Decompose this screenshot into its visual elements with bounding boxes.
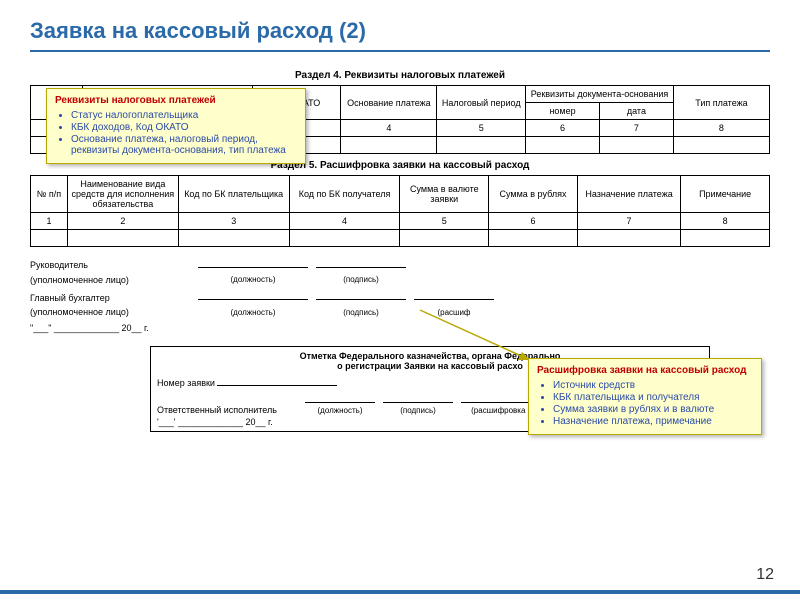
cap-pos2: (должность) bbox=[231, 308, 276, 317]
cap-sign2: (подпись) bbox=[343, 308, 379, 317]
cell: 1 bbox=[31, 213, 68, 230]
cap-pos: (должность) bbox=[231, 275, 276, 284]
section4-title: Раздел 4. Реквизиты налоговых платежей bbox=[30, 70, 770, 81]
callout-decoding: Расшифровка заявки на кассовый расход Ис… bbox=[528, 358, 762, 435]
th: Сумма в рублях bbox=[489, 176, 578, 213]
callout1-item: Статус налогоплательщика bbox=[71, 110, 297, 121]
sig-role1a: Руководитель bbox=[30, 260, 88, 270]
footer-bar bbox=[0, 590, 800, 594]
sig-role2b: (уполномоченное лицо) bbox=[30, 307, 129, 317]
cell: 8 bbox=[681, 213, 770, 230]
callout1-item: КБК доходов, Код ОКАТО bbox=[71, 122, 297, 133]
cell: 3 bbox=[178, 213, 289, 230]
cap-sign: (подпись) bbox=[343, 275, 379, 284]
page-number: 12 bbox=[756, 566, 774, 584]
cell: 7 bbox=[599, 120, 673, 137]
cell bbox=[31, 230, 68, 247]
th: Сумма в валюте заявки bbox=[400, 176, 489, 213]
cell: 4 bbox=[289, 213, 400, 230]
callout1-title: Реквизиты налоговых платежей bbox=[55, 95, 297, 106]
sig-role1b: (уполномоченное лицо) bbox=[30, 275, 129, 285]
callout2-item: КБК плательщика и получателя bbox=[553, 392, 753, 403]
cell: 2 bbox=[67, 213, 178, 230]
th-taxperiod: Налоговый период bbox=[437, 86, 526, 120]
callout2-title: Расшифровка заявки на кассовый расход bbox=[537, 365, 753, 376]
page-title: Заявка на кассовый расход (2) bbox=[30, 18, 770, 44]
th: Наименование вида средств для исполнения… bbox=[67, 176, 178, 213]
th: Код по БК плательщика bbox=[178, 176, 289, 213]
cell: 7 bbox=[577, 213, 680, 230]
callout-tax-requisites: Реквизиты налоговых платежей Статус нало… bbox=[46, 88, 306, 164]
callout2-item: Источник средств bbox=[553, 380, 753, 391]
stamp-cap-pos: (должность) bbox=[318, 406, 363, 415]
cell: 5 bbox=[400, 213, 489, 230]
cell: 5 bbox=[437, 120, 526, 137]
cell: 4 bbox=[341, 120, 437, 137]
sig-role2a: Главный бухгалтер bbox=[30, 293, 110, 303]
stamp-cap-sign: (подпись) bbox=[400, 406, 436, 415]
th-basis: Основание платежа bbox=[341, 86, 437, 120]
callout2-item: Назначение платежа, примечание bbox=[553, 416, 753, 427]
th-docdate: дата bbox=[599, 103, 673, 120]
th: Код по БК получателя bbox=[289, 176, 400, 213]
table-section5: № п/п Наименование вида средств для испо… bbox=[30, 175, 770, 247]
th: Назначение платежа bbox=[577, 176, 680, 213]
th-docreq: Реквизиты документа-основания bbox=[526, 86, 674, 103]
callout1-item: Основание платежа, налоговый период, рек… bbox=[71, 134, 297, 156]
cell: 6 bbox=[526, 120, 600, 137]
signatures-block: Руководитель (уполномоченное лицо) (долж… bbox=[30, 257, 770, 336]
cell: 8 bbox=[673, 120, 769, 137]
th-paytype: Тип платежа bbox=[673, 86, 769, 120]
th: Примечание bbox=[681, 176, 770, 213]
stamp-resp: Ответственный исполнитель bbox=[157, 405, 297, 415]
title-rule bbox=[30, 50, 770, 52]
th: № п/п bbox=[31, 176, 68, 213]
sig-date: "___" _____________ 20__ г. bbox=[30, 321, 770, 335]
stamp-num: Номер заявки bbox=[157, 378, 215, 388]
th-docnum: номер bbox=[526, 103, 600, 120]
callout2-item: Сумма заявки в рублях и в валюте bbox=[553, 404, 753, 415]
cell: 6 bbox=[489, 213, 578, 230]
